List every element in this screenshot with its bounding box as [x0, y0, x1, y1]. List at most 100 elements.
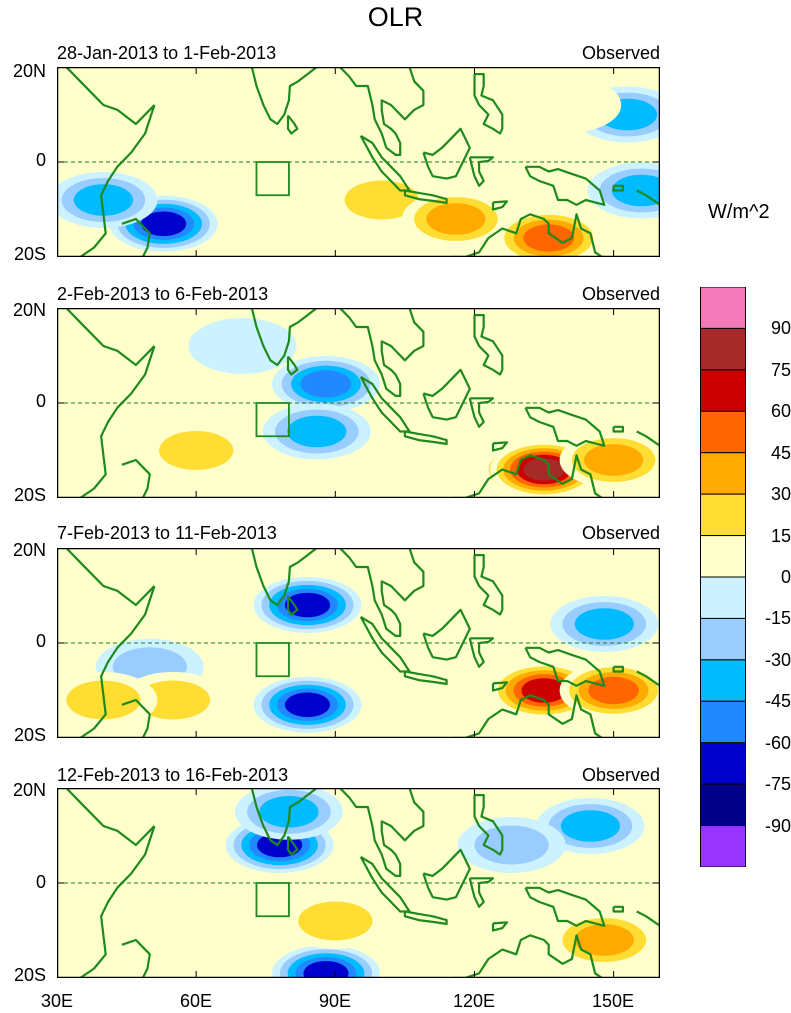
colorbar — [700, 287, 746, 867]
coastline-3 — [121, 458, 151, 498]
region-box — [255, 402, 290, 438]
olr-contour-8-4 — [588, 676, 639, 705]
coastline-8 — [403, 910, 448, 925]
colorbar-label: 90 — [770, 318, 791, 339]
panel-4-ylabel-20s: 20S — [13, 965, 46, 985]
olr-contour-7-3 — [574, 924, 634, 956]
olr-contour-5-2 — [474, 825, 549, 865]
coastline-14 — [491, 681, 508, 692]
coastline-12 — [449, 213, 605, 257]
coastline-10 — [468, 397, 495, 428]
coastline-6 — [339, 308, 425, 397]
coastline-1 — [65, 548, 156, 607]
coastline-4 — [228, 67, 318, 126]
colorbar-swatch — [700, 825, 746, 867]
coastline-12 — [449, 454, 605, 498]
coastline-9 — [422, 368, 471, 421]
olr-contour-2-3 — [73, 184, 133, 216]
coastline-15 — [612, 425, 624, 433]
coastline-4 — [228, 548, 318, 607]
colorbar-units: W/m^2 — [708, 201, 770, 223]
coastline-1 — [65, 67, 156, 126]
colorbar-label: -15 — [764, 608, 791, 629]
coastline-8 — [403, 670, 448, 685]
colorbar-swatch — [700, 700, 746, 744]
coastline-16 — [636, 189, 660, 206]
olr-contour-2-5 — [284, 692, 331, 718]
coastline-2 — [79, 345, 156, 498]
colorbar-label: 60 — [770, 401, 791, 422]
coastline-1 — [65, 308, 156, 367]
colorbar-label: -75 — [764, 774, 791, 795]
panel-3-title: 7-Feb-2013 to 11-Feb-2013 — [57, 523, 277, 543]
map-panel-2 — [57, 308, 660, 498]
panel-4-subtitle: Observed — [581, 765, 660, 785]
coastline-8 — [403, 189, 448, 204]
olr-contour-9-1 — [513, 77, 622, 133]
coastline-10 — [468, 637, 495, 668]
coastline-5 — [286, 835, 299, 856]
xlabel-120e: 120E — [452, 991, 496, 1011]
coastline-4 — [228, 788, 318, 847]
colorbar-swatch — [700, 617, 746, 661]
colorbar-swatch — [700, 493, 746, 537]
panel-3-ylabel-eq: 0 — [35, 631, 46, 651]
olr-contour-4-2 — [159, 431, 234, 470]
coastline-2 — [79, 585, 156, 738]
olr-contour-4-3 — [560, 810, 620, 842]
coastline-3 — [121, 217, 151, 257]
coastline-14 — [491, 441, 508, 452]
coastline-2 — [79, 104, 156, 257]
coastline-16 — [636, 670, 660, 687]
panel-3-subtitle: Observed — [581, 523, 660, 543]
colorbar-label: -45 — [764, 691, 791, 712]
olr-contour-8-1 — [397, 902, 506, 959]
olr-contour-4-3 — [574, 608, 634, 640]
panel-1-title: 28-Jan-2013 to 1-Feb-2013 — [57, 43, 277, 63]
coastline-8 — [403, 430, 448, 445]
panel-1-ylabel-20n: 20N — [12, 61, 46, 81]
olr-contour-8-1 — [550, 318, 659, 374]
coastline-6 — [339, 548, 425, 637]
olr-contour-3-1 — [188, 318, 297, 374]
coastline-3 — [121, 938, 151, 978]
map-panel-4 — [57, 788, 660, 978]
colorbar-swatch — [700, 659, 746, 702]
coastline-1 — [65, 788, 156, 847]
colorbar-swatch — [700, 327, 746, 371]
coastline-6 — [339, 67, 425, 156]
olr-contour-5-2 — [135, 680, 211, 720]
coastline-14 — [491, 200, 508, 211]
coastline-13 — [473, 794, 504, 856]
coastline-5 — [286, 355, 299, 376]
olr-contour-7-4 — [523, 224, 574, 252]
coastline-11 — [524, 406, 606, 447]
panel-1-ylabel-20s: 20S — [13, 244, 46, 264]
panel-2-ylabel-20n: 20N — [12, 300, 46, 320]
olr-contour-7-3 — [584, 444, 644, 476]
panel-1-ylabel-eq: 0 — [35, 150, 46, 170]
colorbar-label: 75 — [770, 359, 791, 380]
coastline-6 — [339, 788, 425, 877]
panel-2-subtitle: Observed — [581, 284, 660, 304]
panel-1-subtitle: Observed — [581, 43, 660, 63]
coastline-5 — [286, 114, 299, 135]
colorbar-swatch — [700, 369, 746, 412]
map-panel-1 — [57, 67, 660, 257]
xlabel-60e: 60E — [179, 991, 213, 1011]
panel-4-ylabel-eq: 0 — [35, 872, 46, 892]
olr-contour-6-6 — [523, 458, 565, 481]
coastline-14 — [491, 921, 508, 932]
coastline-2 — [79, 825, 156, 978]
region-box — [255, 882, 290, 918]
colorbar-label: 45 — [770, 442, 791, 463]
panel-2-ylabel-eq: 0 — [35, 391, 46, 411]
coastline-15 — [612, 665, 624, 673]
olr-contour-2-3 — [287, 415, 347, 448]
region-box — [255, 642, 290, 678]
xlabel-90e: 90E — [318, 991, 352, 1011]
colorbar-swatch — [700, 535, 746, 578]
coastline-4 — [228, 308, 318, 367]
panel-3-ylabel-20n: 20N — [12, 540, 46, 560]
colorbar-label: 30 — [770, 484, 791, 505]
